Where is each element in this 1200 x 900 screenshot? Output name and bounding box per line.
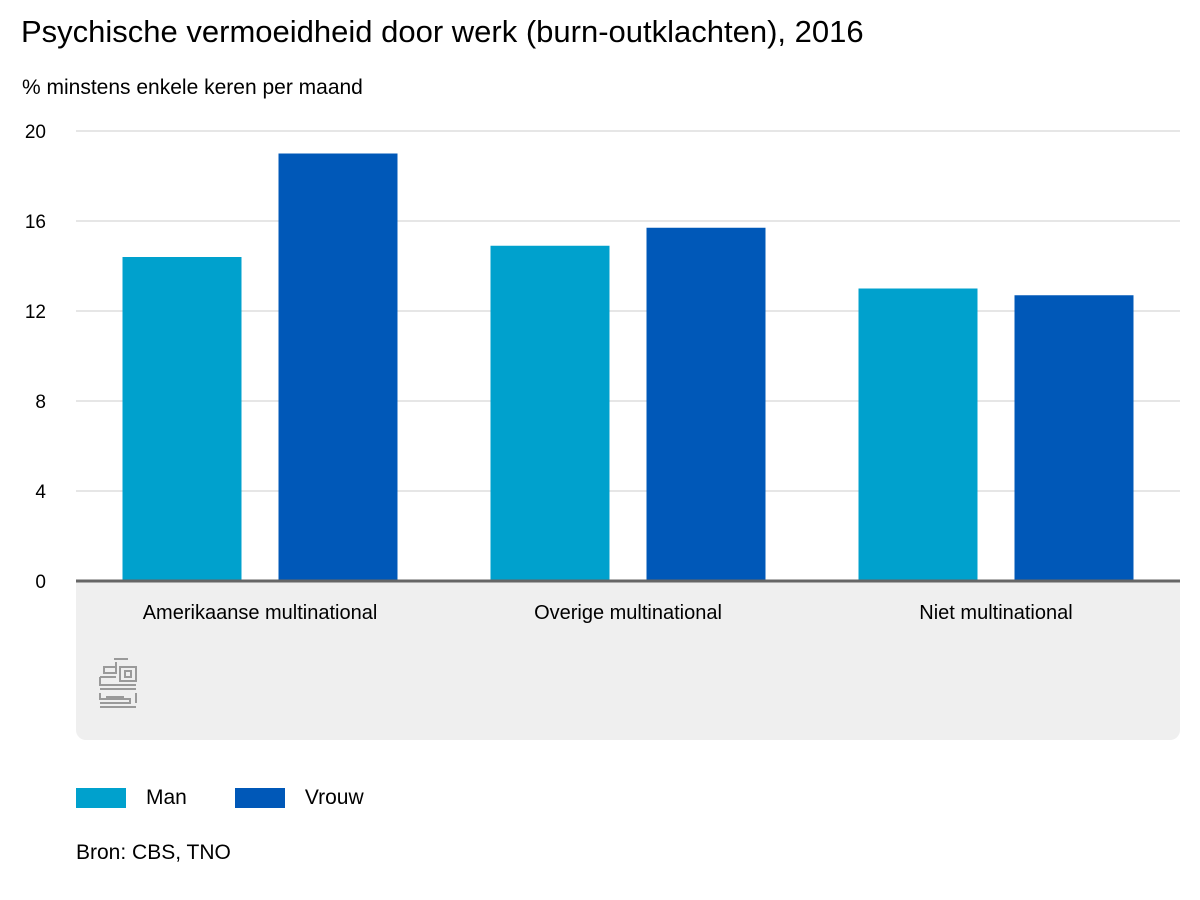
bar-man [858,288,978,581]
x-category-label: Overige multinational [534,602,722,624]
chart-title: Psychische vermoeidheid door werk (burn-… [21,14,864,49]
x-category-label: Niet multinational [919,602,1072,624]
y-tick-label: 4 [35,482,46,503]
category-labels: Amerikaanse multinational Overige multina… [143,602,1073,624]
gridlines [76,130,1180,492]
y-tick-label: 20 [25,122,46,143]
bar-vrouw [646,227,766,581]
bar-vrouw [1014,295,1134,581]
y-axis-unit-label: % minstens enkele keren per maand [22,76,363,99]
y-tick-label: 16 [25,212,46,233]
y-tick-label: 8 [35,392,46,413]
category-band-top-cover [76,581,1180,601]
legend-swatch-man [76,788,126,808]
legend-item-man: Man [76,786,187,810]
bar-man [490,245,610,581]
bar-chart: 0 4 8 12 16 20 Amerikaanse multinational Overi… [25,122,1180,740]
y-tick-label: 12 [25,302,46,323]
legend-item-vrouw: Vrouw [234,786,364,810]
legend-label-vrouw: Vrouw [304,786,364,809]
y-axis-ticks: 0 4 8 12 16 20 [25,122,47,593]
bar-vrouw [278,153,398,581]
legend: Man Vrouw [76,786,412,810]
bars [122,153,1134,581]
x-category-label: Amerikaanse multinational [143,602,378,624]
cbs-logo-icon [99,658,137,708]
category-band [76,581,1180,740]
source-note: Bron: CBS, TNO [76,841,231,864]
legend-label-man: Man [146,786,187,809]
bar-man [122,257,242,581]
legend-swatch-vrouw [234,788,285,808]
y-tick-label: 0 [35,572,46,593]
